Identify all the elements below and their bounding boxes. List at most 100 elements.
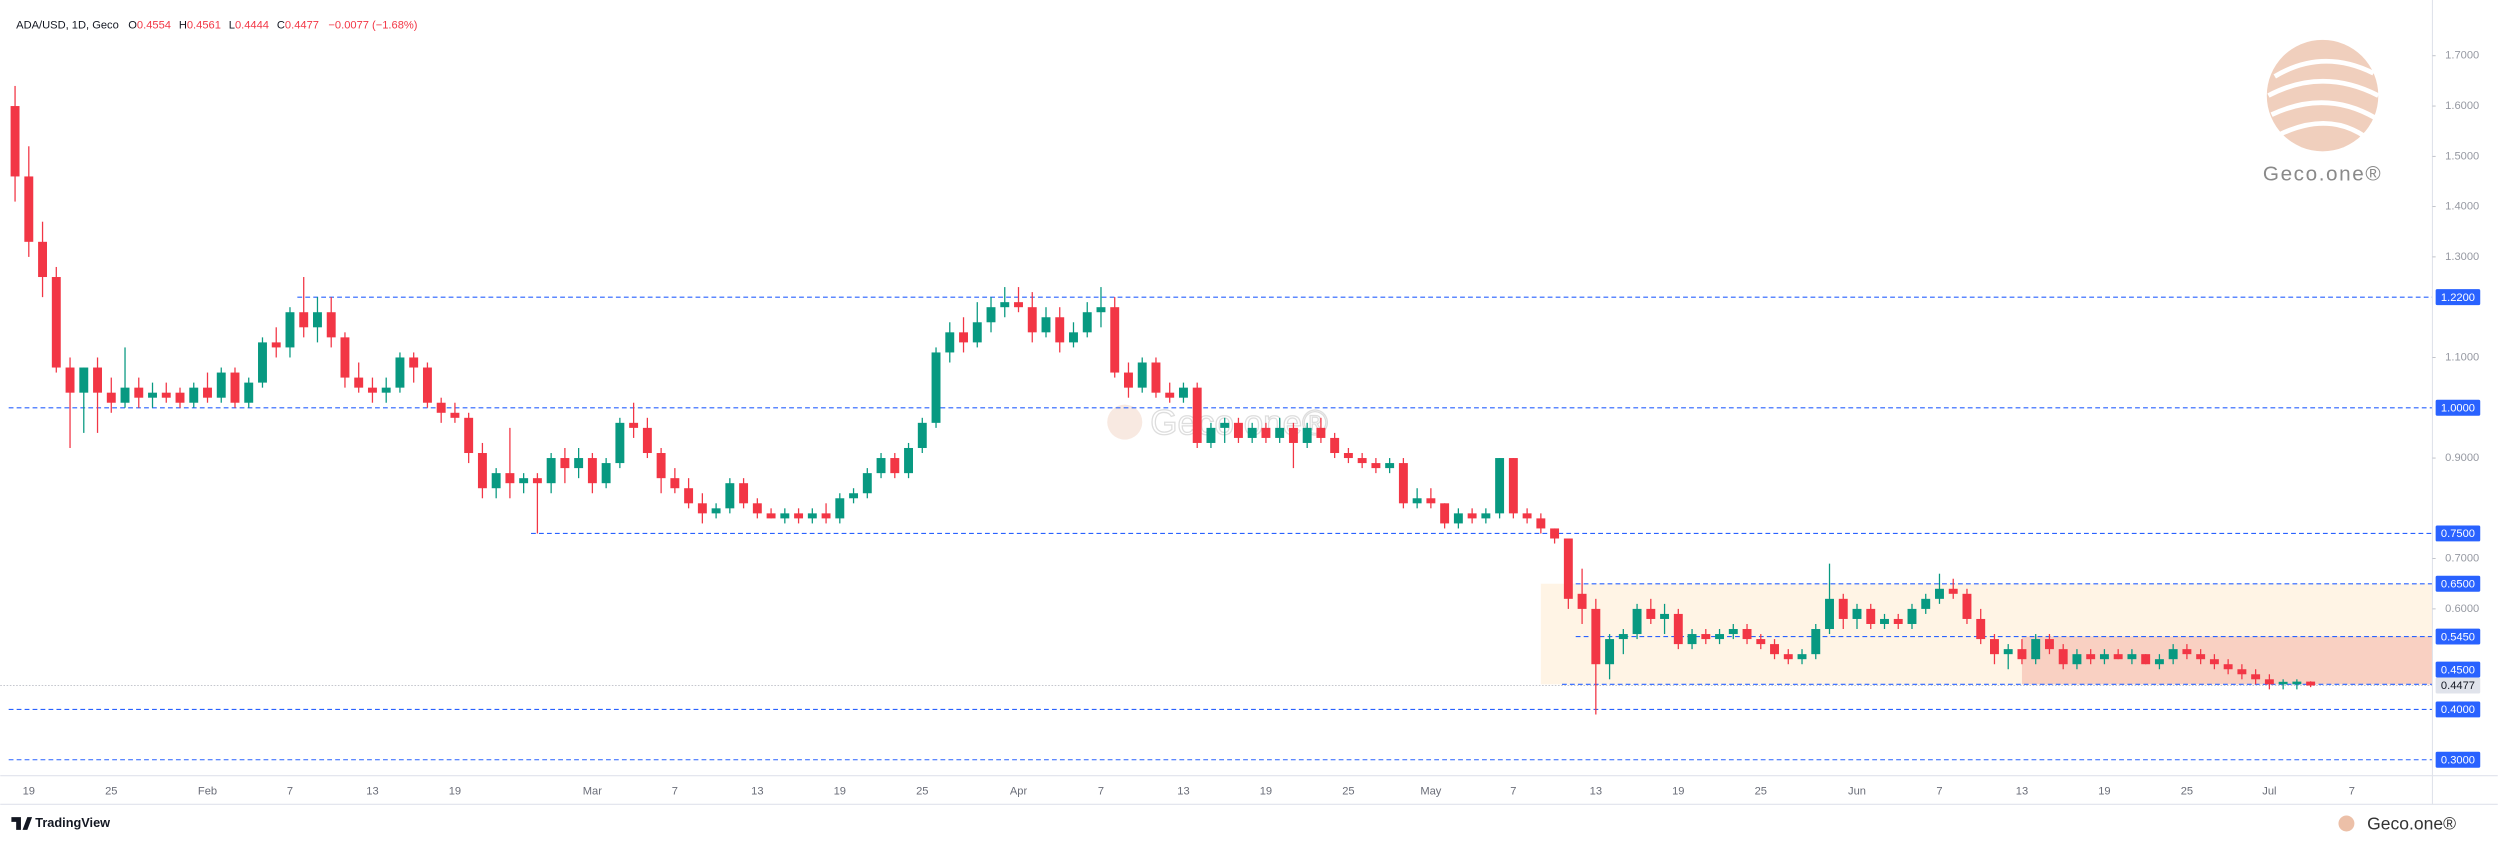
level-label-box [2435, 628, 2481, 645]
candle-body [849, 493, 859, 499]
candle-body [780, 513, 790, 519]
level-label: 0.4500 [2441, 664, 2475, 676]
candle-body [1233, 422, 1243, 438]
candle-body [2003, 649, 2013, 655]
x-tick-label: 7 [2349, 786, 2355, 798]
candle-body [134, 387, 144, 398]
candle-body [1426, 498, 1436, 504]
x-tick-label: 19 [23, 786, 35, 798]
candle-body [697, 503, 707, 514]
x-tick-label: 19 [2098, 786, 2110, 798]
y-tick-label: 1.1000 [2445, 351, 2479, 363]
candle-body [1124, 372, 1133, 388]
candle-body [1165, 392, 1175, 398]
level-label-box [2435, 525, 2481, 542]
level-label-box [2435, 289, 2481, 306]
candle-body [1495, 458, 1505, 514]
y-tick-label: 0.7000 [2445, 553, 2479, 565]
candle-body [1646, 608, 1656, 619]
x-tick-label: 13 [2016, 786, 2028, 798]
candle-body [1962, 593, 1972, 619]
candle-body [1797, 654, 1807, 660]
candle-body [1715, 634, 1725, 640]
candle-body [381, 387, 391, 393]
h-key: H [179, 19, 187, 31]
level-label-box [2435, 661, 2481, 678]
y-tick-label: 0.6000 [2445, 603, 2479, 615]
zones [1540, 583, 2433, 685]
x-tick-label: 7 [287, 786, 293, 798]
levels [0, 296, 2433, 761]
x-tick-label: 7 [1936, 786, 1942, 798]
zone [2021, 636, 2433, 685]
candle-body [862, 473, 872, 494]
change: −0.0077 (−1.68%) [328, 19, 417, 31]
x-tick-label: Feb [198, 786, 217, 798]
candle-body [65, 367, 75, 393]
candle-body [10, 106, 20, 177]
candle-body [326, 312, 336, 338]
candle-body [271, 342, 281, 348]
x-tick-label: 25 [2181, 786, 2193, 798]
candle-body [1137, 362, 1147, 388]
level-label: 0.5450 [2441, 631, 2475, 643]
candle-body [1343, 453, 1353, 459]
candle-body [1770, 644, 1779, 655]
candle-body [1866, 608, 1876, 624]
candle-body [1371, 463, 1381, 469]
candle-body [1330, 437, 1340, 454]
candle-body [794, 513, 804, 519]
candle-body [519, 478, 529, 484]
candle-body [409, 357, 419, 368]
candle-body [807, 513, 817, 519]
candle-body [1907, 608, 1917, 624]
candle-body [1948, 588, 1958, 594]
candle-body [1178, 387, 1188, 398]
candle-body [2292, 681, 2302, 685]
candle-body [670, 478, 680, 489]
x-tick-label: 19 [1260, 786, 1272, 798]
candle-body [1027, 307, 1037, 333]
candle-body [1316, 427, 1326, 438]
l-key: L [229, 19, 235, 31]
axis: 1.2200 1.0000 0.7500 0.6500 0.5450 0.4500 0.40… [23, 50, 2481, 798]
candle-body [2223, 664, 2233, 670]
candle-body [1055, 317, 1065, 343]
candle-body [175, 392, 185, 403]
h-value: 0.4561 [187, 19, 221, 31]
candle-body [1976, 618, 1986, 640]
candle-body [1783, 654, 1793, 660]
candle-body [1673, 613, 1683, 645]
candle-body [615, 422, 625, 464]
candle-body [2099, 654, 2109, 660]
candle-body [1550, 528, 1560, 539]
candle-body [2264, 679, 2274, 685]
candle-body [313, 312, 322, 328]
level-label-box [2435, 399, 2481, 416]
candle-body [1440, 503, 1450, 524]
candle-body [1935, 588, 1944, 599]
candle-body [1398, 463, 1408, 504]
candle-body [752, 503, 762, 514]
candle-body [106, 392, 116, 403]
candle-body [835, 498, 845, 519]
candle-body [340, 337, 350, 378]
y-tick-label: 1.4000 [2445, 201, 2479, 213]
candle-body [1220, 422, 1230, 428]
x-tick-label: 13 [366, 786, 378, 798]
candle-body [2058, 649, 2068, 665]
x-tick-label: Jul [2262, 786, 2276, 798]
candle-body [1000, 302, 1010, 308]
level-label-box [2435, 751, 2481, 768]
candle-body [2072, 654, 2082, 665]
candle-body [821, 513, 831, 519]
candle-body [1082, 312, 1092, 333]
candle-body [2154, 659, 2164, 665]
candle-body [161, 392, 171, 398]
candle-body [2044, 639, 2054, 650]
candle-body [436, 402, 446, 413]
candle-body [93, 367, 102, 393]
candle-body [1605, 639, 1615, 665]
candle-body [1660, 613, 1670, 619]
candle-body [711, 508, 721, 514]
